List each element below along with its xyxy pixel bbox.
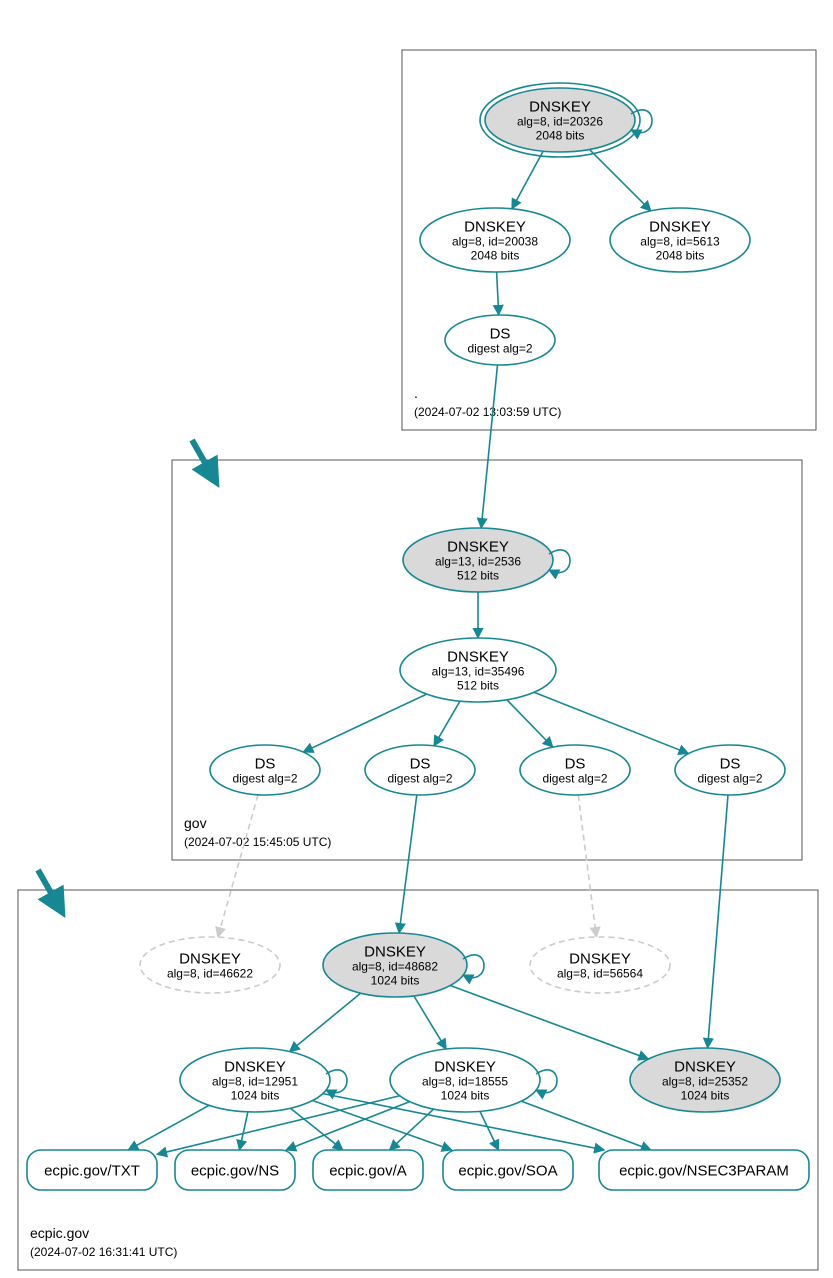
node-subtitle: alg=8, id=20326 [517, 115, 603, 129]
node-title: DNSKEY [179, 951, 241, 968]
node-subtitle: 512 bits [457, 569, 499, 583]
edge [589, 149, 650, 210]
node-title: DS [410, 756, 431, 773]
edge [414, 996, 446, 1049]
node-subtitle: digest alg=2 [387, 772, 452, 786]
node-title: DNSKEY [447, 539, 509, 556]
node-title: DS [490, 326, 511, 343]
node-subtitle: 512 bits [457, 679, 499, 693]
edge [128, 1105, 209, 1150]
node-rr-ns: ecpic.gov/NS [175, 1150, 295, 1190]
node-subtitle: 1024 bits [371, 974, 420, 988]
node-root-zsk1: DNSKEYalg=8, id=200382048 bits [420, 208, 570, 272]
edge [303, 694, 426, 752]
node-title: DS [720, 756, 741, 773]
node-title: DNSKEY [447, 649, 509, 666]
node-title: ecpic.gov/SOA [458, 1163, 557, 1180]
node-subtitle: alg=8, id=48682 [352, 960, 438, 974]
node-rr-nsec: ecpic.gov/NSEC3PARAM [599, 1150, 809, 1190]
node-title: ecpic.gov/A [329, 1163, 407, 1180]
node-subtitle: alg=8, id=56564 [557, 967, 643, 981]
zone-arrow [192, 440, 212, 475]
node-title: DNSKEY [569, 951, 631, 968]
node-subtitle: alg=8, id=25352 [662, 1075, 748, 1089]
node-title: DNSKEY [224, 1059, 286, 1076]
node-title: DNSKEY [464, 219, 526, 236]
edge [399, 795, 417, 933]
zone-timestamp: (2024-07-02 15:45:05 UTC) [184, 835, 331, 849]
node-rr-soa: ecpic.gov/SOA [443, 1150, 573, 1190]
edge [512, 151, 543, 209]
node-gov-ksk: DNSKEYalg=13, id=2536512 bits [403, 528, 570, 592]
node-root-ds: DSdigest alg=2 [445, 315, 555, 365]
node-gov-ds3: DSdigest alg=2 [520, 745, 630, 795]
zone-timestamp: (2024-07-02 13:03:59 UTC) [414, 405, 561, 419]
edge [481, 365, 497, 528]
node-subtitle: alg=13, id=2536 [435, 555, 521, 569]
node-subtitle: alg=8, id=18555 [422, 1075, 508, 1089]
node-ecpic-k18555: DNSKEYalg=8, id=185551024 bits [390, 1048, 557, 1112]
node-title: ecpic.gov/TXT [44, 1163, 140, 1180]
zone-name: gov [184, 815, 207, 831]
node-title: DNSKEY [649, 219, 711, 236]
node-subtitle: 2048 bits [471, 249, 520, 263]
node-subtitle: 1024 bits [441, 1089, 490, 1103]
node-gov-ds1: DSdigest alg=2 [210, 745, 320, 795]
node-title: DNSKEY [529, 99, 591, 116]
node-rr-a: ecpic.gov/A [313, 1150, 423, 1190]
node-ecpic-k56564: DNSKEYalg=8, id=56564 [530, 937, 670, 993]
node-subtitle: alg=8, id=12951 [212, 1075, 298, 1089]
node-subtitle: 1024 bits [681, 1089, 730, 1103]
node-subtitle: digest alg=2 [697, 772, 762, 786]
node-gov-zsk: DNSKEYalg=13, id=35496512 bits [400, 638, 556, 702]
node-subtitle: 2048 bits [536, 129, 585, 143]
zone-name: ecpic.gov [30, 1225, 89, 1241]
node-gov-ds4: DSdigest alg=2 [675, 745, 785, 795]
node-title: DNSKEY [364, 944, 426, 961]
edge [521, 1101, 651, 1150]
node-ecpic-k46622: DNSKEYalg=8, id=46622 [140, 937, 280, 993]
node-subtitle: digest alg=2 [467, 342, 532, 356]
edge [708, 795, 728, 1048]
node-subtitle: alg=8, id=20038 [452, 235, 538, 249]
edge [578, 795, 596, 937]
node-ecpic-k12951: DNSKEYalg=8, id=129511024 bits [180, 1048, 347, 1112]
node-ecpic-k25352: DNSKEYalg=8, id=253521024 bits [630, 1048, 780, 1112]
node-gov-ds2: DSdigest alg=2 [365, 745, 475, 795]
edge [239, 1112, 247, 1150]
edge [534, 692, 689, 753]
node-root-ksk: DNSKEYalg=8, id=203262048 bits [480, 83, 652, 157]
node-title: DS [565, 756, 586, 773]
zone-name: . [414, 385, 418, 401]
node-title: DNSKEY [674, 1059, 736, 1076]
edge [290, 1108, 342, 1150]
node-root-zsk2: DNSKEYalg=8, id=56132048 bits [610, 208, 750, 272]
zone-arrow [38, 870, 58, 905]
node-subtitle: digest alg=2 [232, 772, 297, 786]
node-subtitle: 2048 bits [656, 249, 705, 263]
node-subtitle: alg=8, id=5613 [640, 235, 720, 249]
node-rr-txt: ecpic.gov/TXT [27, 1150, 157, 1190]
dnssec-diagram: . (2024-07-02 13:03:59 UTC) gov (2024-07-02… [0, 0, 833, 1278]
node-title: ecpic.gov/NS [191, 1163, 279, 1180]
node-subtitle: alg=13, id=35496 [432, 665, 525, 679]
edge [480, 1111, 498, 1150]
edge [290, 993, 361, 1051]
node-title: DNSKEY [434, 1059, 496, 1076]
edge [497, 272, 499, 315]
node-title: DS [255, 756, 276, 773]
edge [507, 700, 553, 747]
zone-timestamp: (2024-07-02 16:31:41 UTC) [30, 1245, 177, 1259]
node-title: ecpic.gov/NSEC3PARAM [619, 1163, 789, 1180]
node-subtitle: digest alg=2 [542, 772, 607, 786]
node-subtitle: 1024 bits [231, 1089, 280, 1103]
edge [218, 795, 258, 937]
edge [434, 701, 460, 746]
node-ecpic-k48682: DNSKEYalg=8, id=486821024 bits [323, 933, 484, 997]
node-subtitle: alg=8, id=46622 [167, 967, 253, 981]
